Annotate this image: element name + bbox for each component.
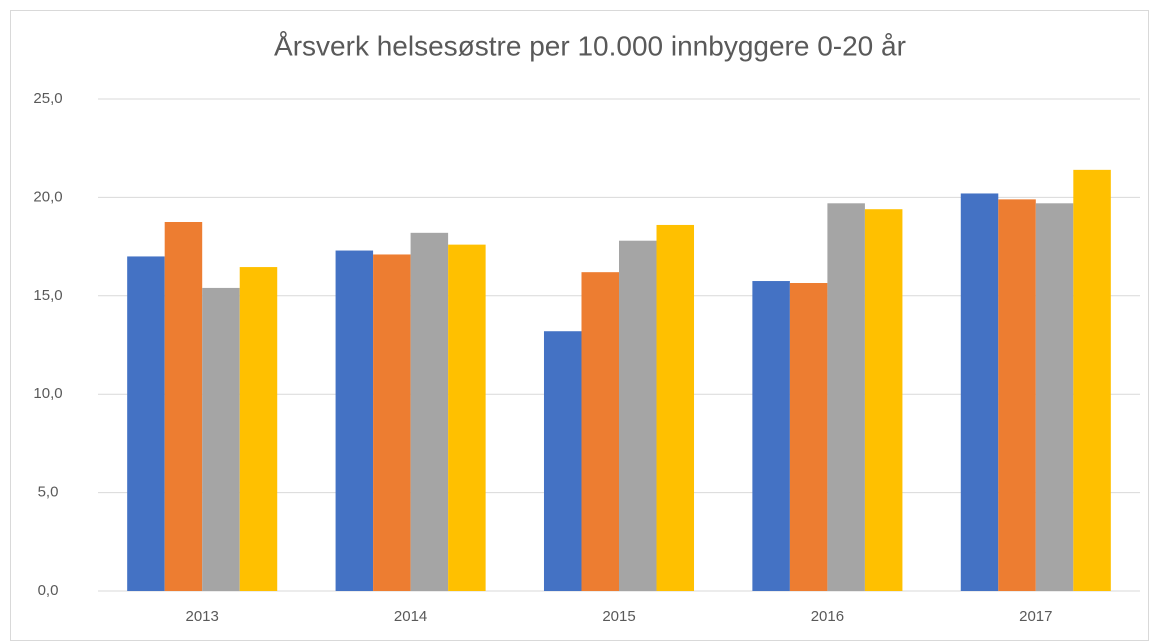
y-tick-label: 20,0 <box>33 188 62 205</box>
bar <box>335 250 374 591</box>
bar <box>202 287 240 591</box>
bar <box>752 281 790 591</box>
bar <box>619 240 657 592</box>
y-tick-label: 10,0 <box>33 385 62 402</box>
bar <box>448 244 486 591</box>
bar <box>827 203 865 591</box>
y-tick-label: 5,0 <box>38 484 59 501</box>
bar <box>1035 203 1074 591</box>
bar <box>998 199 1036 592</box>
chart-title: Årsverk helsesøstre per 10.000 innbygger… <box>274 30 906 61</box>
bar <box>960 193 999 592</box>
bar <box>373 254 411 592</box>
bar <box>127 256 165 591</box>
bar <box>581 272 619 591</box>
x-tick-label: 2014 <box>394 608 427 625</box>
y-tick-label: 25,0 <box>33 90 62 107</box>
bar <box>410 232 449 591</box>
bar <box>164 222 203 591</box>
y-tick-label: 0,0 <box>38 582 59 599</box>
bar <box>239 267 278 591</box>
bar <box>1073 169 1111 591</box>
bar <box>864 209 903 591</box>
bar <box>656 224 695 591</box>
x-tick-label: 2016 <box>811 608 844 625</box>
bar <box>543 331 582 591</box>
x-tick-label: 2017 <box>1019 608 1052 625</box>
bar <box>789 283 828 591</box>
x-tick-label: 2015 <box>602 608 635 625</box>
y-tick-label: 15,0 <box>33 287 62 304</box>
x-tick-label: 2013 <box>186 608 219 625</box>
